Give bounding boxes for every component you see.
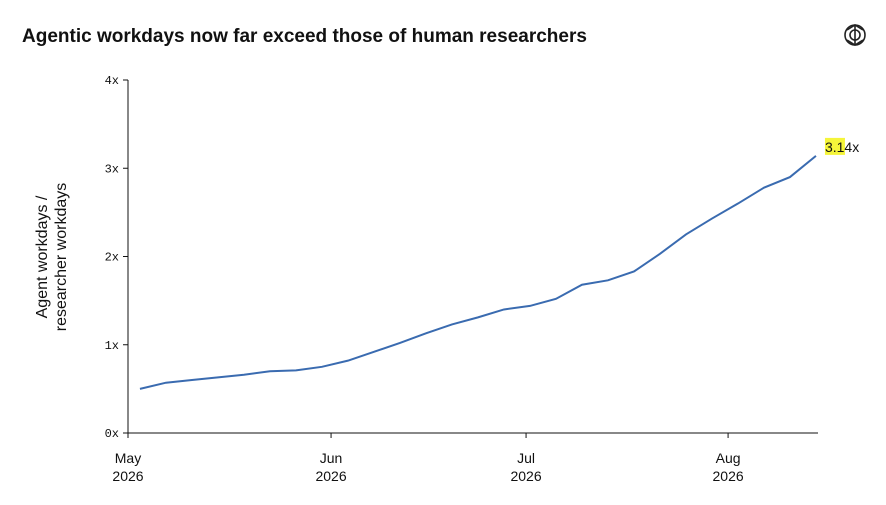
label-highlight: [824, 137, 845, 155]
chart-title: Agentic workdays now far exceed those of…: [22, 26, 587, 47]
y-tick-label: 2x: [105, 251, 119, 265]
x-tick-label: May 2026: [112, 450, 143, 484]
logo: [844, 24, 866, 46]
data-line: [139, 155, 817, 390]
x-tick-label: Aug 2026: [713, 450, 744, 484]
end-label: 3.14x: [825, 139, 859, 155]
y-tick-label: 4x: [105, 74, 119, 88]
y-tick-label: 1x: [105, 339, 119, 353]
y-axis-label: researcher workdays: [53, 183, 70, 332]
y-tick-label: 0x: [105, 427, 119, 441]
x-tick-label: Jun 2026: [315, 450, 346, 484]
x-tick-label: Jul 2026: [510, 450, 541, 484]
y-axis-label: Agent workdays /: [34, 195, 51, 318]
y-tick-label: 3x: [105, 162, 119, 176]
